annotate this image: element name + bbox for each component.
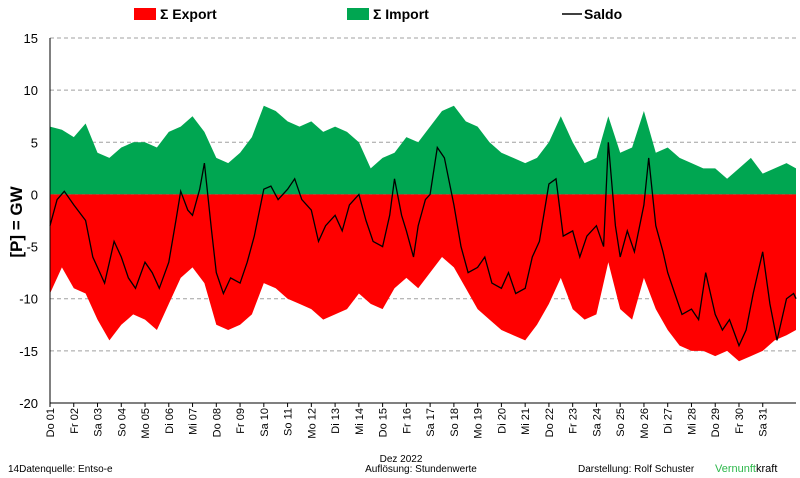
x-tick-label: Mo 26 xyxy=(639,408,651,439)
x-tick-label: Sa 31 xyxy=(758,408,770,437)
x-tick-label: Do 08 xyxy=(211,408,223,437)
x-tick-label: So 04 xyxy=(116,408,128,437)
x-tick-label: Do 01 xyxy=(45,408,57,437)
x-tick-label: Do 29 xyxy=(710,408,722,437)
x-tick-label: Sa 03 xyxy=(93,408,105,437)
x-tick-label: Di 20 xyxy=(496,408,508,434)
resolution-note: Auflösung: Stundenwerte xyxy=(365,464,477,475)
x-tick-label: Di 27 xyxy=(663,408,675,434)
y-tick-label: -20 xyxy=(19,396,38,411)
x-tick-label: Sa 24 xyxy=(591,408,603,437)
brand-name: Vernunftkraft xyxy=(715,463,777,475)
y-tick-label: 5 xyxy=(31,135,38,150)
y-tick-label: 15 xyxy=(24,31,38,46)
x-tick-label: Sa 10 xyxy=(259,408,271,437)
x-tick-label: Mi 07 xyxy=(188,408,200,435)
brand-name-green: Vernunft xyxy=(715,463,756,475)
author-credit: Darstellung: Rolf Schuster xyxy=(578,464,695,475)
plot-area: -20 -15 -10 -5 0 5 10 15 Do 01 Fr 02 Sa 03 So 04 Mo … xyxy=(19,31,797,439)
legend-import-label: Σ Import xyxy=(373,6,429,22)
y-axis-label: [P] = GW xyxy=(7,185,26,257)
export-area xyxy=(50,194,796,362)
y-tick-label: -10 xyxy=(19,292,38,307)
x-tick-label: Mo 05 xyxy=(140,408,152,439)
import-area xyxy=(50,105,796,195)
legend-export-swatch xyxy=(134,8,156,20)
y-tick-label: 10 xyxy=(24,83,38,98)
x-tick-label: Fr 02 xyxy=(69,408,81,434)
x-tick-label: Mo 12 xyxy=(306,408,318,439)
legend-export-label: Σ Export xyxy=(160,6,217,22)
x-tick-label: Di 13 xyxy=(330,408,342,434)
y-tick-label: -5 xyxy=(26,240,38,255)
x-tick-label: Fr 23 xyxy=(568,408,580,434)
x-tick-label: Do 22 xyxy=(544,408,556,437)
x-tick-label: So 18 xyxy=(449,408,461,437)
x-tick-label: Fr 30 xyxy=(734,408,746,434)
x-tick-label: Mo 19 xyxy=(473,408,485,439)
brand-name-black: kraft xyxy=(756,463,777,475)
data-source: 14Datenquelle: Entso-e xyxy=(8,464,113,475)
legend-saldo-label: Saldo xyxy=(584,6,622,22)
x-tick-label: Mi 21 xyxy=(520,408,532,435)
x-axis-month-label: Dez 2022 xyxy=(380,454,423,465)
x-tick-label: Fr 16 xyxy=(401,408,413,434)
legend: Σ Export Σ Import Saldo xyxy=(134,6,622,22)
x-tick-label: Mi 14 xyxy=(354,408,366,435)
x-tick-label: Sa 17 xyxy=(425,408,437,437)
x-tick-label: Do 15 xyxy=(378,408,390,437)
legend-import-swatch xyxy=(347,8,369,20)
y-tick-label: -15 xyxy=(19,344,38,359)
saldo-line xyxy=(49,142,797,348)
x-tick-label: Fr 09 xyxy=(235,408,247,434)
x-tick-label: So 25 xyxy=(615,408,627,437)
y-tick-label: 0 xyxy=(31,187,38,202)
x-tick-label: Di 06 xyxy=(164,408,176,434)
x-tick-label: So 11 xyxy=(283,408,295,436)
x-tick-label: Mi 28 xyxy=(686,408,698,435)
